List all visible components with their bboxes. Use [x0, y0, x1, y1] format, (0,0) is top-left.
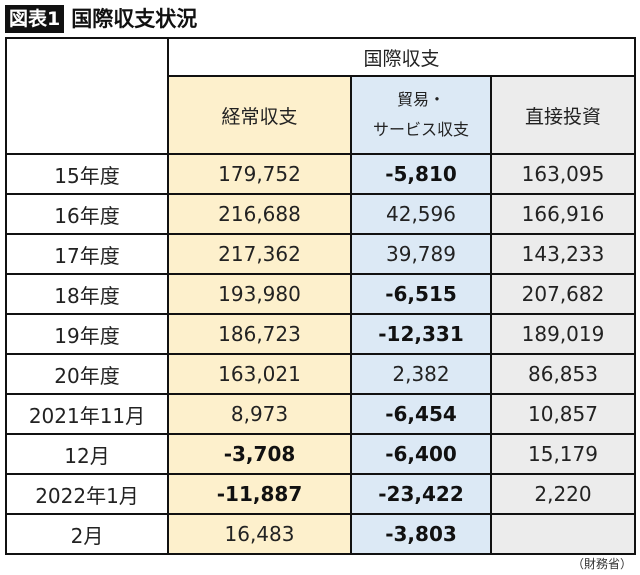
cell-current-account: 179,752 [167, 153, 352, 195]
cell-fdi: 143,233 [490, 233, 636, 275]
cell-fdi: 207,682 [490, 273, 636, 315]
cell-trade-services: 42,596 [350, 193, 492, 235]
row-period: 15年度 [5, 153, 169, 195]
cell-fdi: 189,019 [490, 313, 636, 355]
table-row: 15年度 179,752 -5,810 163,095 [5, 153, 636, 195]
table-row: 12月 -3,708 -6,400 15,179 [5, 433, 636, 475]
row-period: 2月 [5, 513, 169, 555]
row-period: 20年度 [5, 353, 169, 395]
cell-trade-services: 39,789 [350, 233, 492, 275]
row-period: 18年度 [5, 273, 169, 315]
figure-title: 国際収支状況 [71, 7, 198, 31]
cell-current-account: 163,021 [167, 353, 352, 395]
table-row: 2021年11月 8,973 -6,454 10,857 [5, 393, 636, 435]
cell-fdi [490, 513, 636, 555]
cell-current-account: 16,483 [167, 513, 352, 555]
row-period: 2022年1月 [5, 473, 169, 515]
cell-current-account: 217,362 [167, 233, 352, 275]
cell-current-account: 8,973 [167, 393, 352, 435]
row-period: 19年度 [5, 313, 169, 355]
cell-fdi: 15,179 [490, 433, 636, 475]
table-row: 20年度 163,021 2,382 86,853 [5, 353, 636, 395]
cell-current-account: -11,887 [167, 473, 352, 515]
row-period: 12月 [5, 433, 169, 475]
figure-label: 図表1 [5, 5, 65, 33]
cell-trade-services: -6,454 [350, 393, 492, 435]
column-header-trade-services: 貿易・ サービス収支 [350, 75, 492, 155]
row-period: 2021年11月 [5, 393, 169, 435]
cell-fdi: 86,853 [490, 353, 636, 395]
cell-current-account: 193,980 [167, 273, 352, 315]
column-header-trade-line1: 貿易・ [396, 90, 445, 109]
figure-title-bar: 図表1 国際収支状況 [5, 4, 197, 34]
column-header-current-account: 経常収支 [167, 75, 352, 155]
cell-fdi: 10,857 [490, 393, 636, 435]
cell-trade-services: 2,382 [350, 353, 492, 395]
table-row: 2022年1月 -11,887 -23,422 2,220 [5, 473, 636, 515]
column-header-trade-line2: サービス収支 [372, 120, 469, 139]
table-row: 18年度 193,980 -6,515 207,682 [5, 273, 636, 315]
table-row: 16年度 216,688 42,596 166,916 [5, 193, 636, 235]
table-row: 2月 16,483 -3,803 [5, 513, 636, 555]
cell-trade-services: -23,422 [350, 473, 492, 515]
source-note: （財務省） [571, 557, 632, 571]
cell-trade-services: -3,803 [350, 513, 492, 555]
corner-cell [5, 37, 169, 155]
cell-trade-services: -5,810 [350, 153, 492, 195]
cell-trade-services: -12,331 [350, 313, 492, 355]
cell-trade-services: -6,515 [350, 273, 492, 315]
cell-current-account: 216,688 [167, 193, 352, 235]
cell-fdi: 163,095 [490, 153, 636, 195]
row-period: 17年度 [5, 233, 169, 275]
column-header-fdi: 直接投資 [490, 75, 636, 155]
cell-current-account: -3,708 [167, 433, 352, 475]
table-row: 17年度 217,362 39,789 143,233 [5, 233, 636, 275]
balance-of-payments-table: 国際収支 経常収支 貿易・ サービス収支 直接投資 15年度 179,752 -5,… [5, 37, 636, 555]
row-period: 16年度 [5, 193, 169, 235]
table-row: 19年度 186,723 -12,331 189,019 [5, 313, 636, 355]
cell-trade-services: -6,400 [350, 433, 492, 475]
cell-fdi: 166,916 [490, 193, 636, 235]
cell-current-account: 186,723 [167, 313, 352, 355]
group-header: 国際収支 [167, 37, 636, 77]
cell-fdi: 2,220 [490, 473, 636, 515]
